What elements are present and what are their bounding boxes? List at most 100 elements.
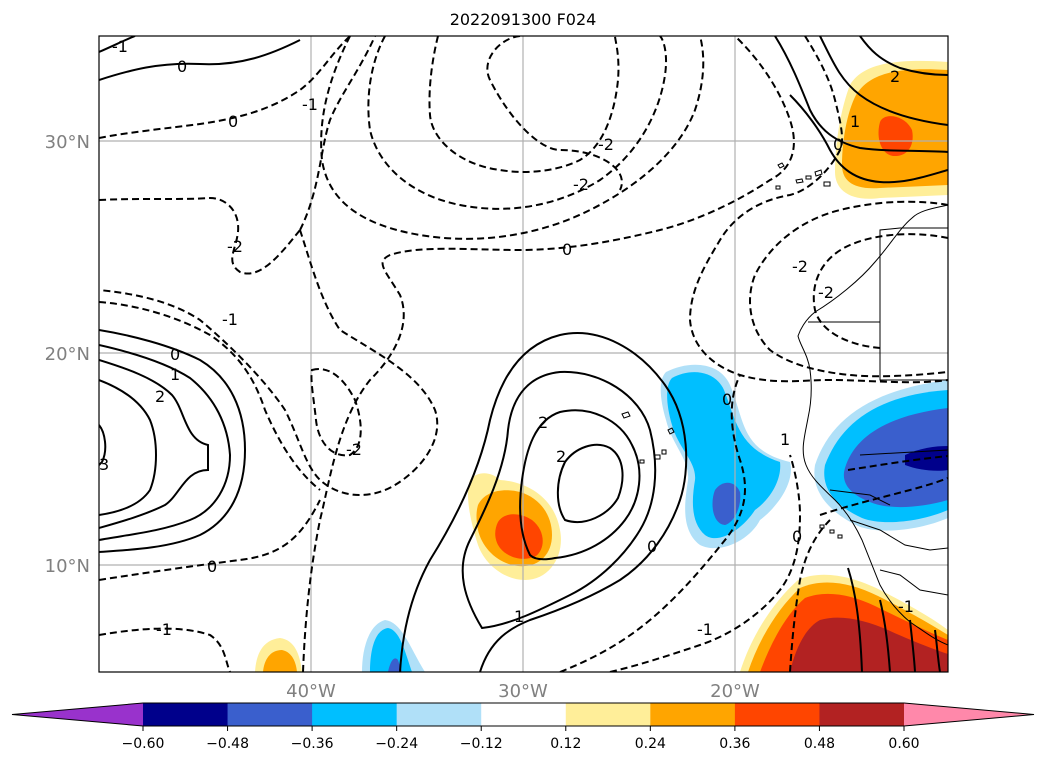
colorbar-tick-label: −0.60	[122, 736, 165, 752]
contour-0-central	[99, 229, 439, 496]
contour-0-long	[99, 499, 321, 581]
contour-0-ring	[559, 374, 746, 672]
clabel-29: -1	[898, 597, 914, 616]
colorbar-segment	[565, 703, 651, 726]
contour-neg1-south-mid	[609, 454, 802, 672]
colorbar-tick-label: −0.12	[460, 736, 503, 752]
colorbar-segment	[227, 703, 313, 726]
shading-layer	[255, 60, 948, 672]
border-western-sahara	[808, 227, 901, 323]
shade-negative-east-light	[667, 372, 781, 539]
shade-positive-central-core	[495, 514, 543, 559]
colorbar-extend-min	[12, 703, 143, 726]
clabel-22: -1	[156, 620, 172, 639]
clabel-8: 0	[562, 240, 572, 259]
contour-se-2	[879, 599, 891, 672]
contour-neg2-right	[749, 200, 948, 378]
shade-negative-east-core	[712, 482, 741, 525]
contour-pos1-outer	[399, 332, 688, 672]
lat-tick-labels: 30°N 20°N 10°N	[45, 132, 90, 577]
contour-neg1-nw	[99, 36, 136, 53]
shade-negative-coast-mid	[843, 408, 948, 508]
shade-positive-south-core	[263, 650, 297, 672]
contour-left-2	[99, 359, 209, 529]
colorbar-segment	[143, 703, 229, 726]
lon-label-20w: 20°W	[710, 681, 760, 702]
lon-label-40w: 40°W	[286, 681, 336, 702]
clabel-13: 1	[170, 365, 180, 384]
colorbar-tick-label: 0.60	[888, 736, 919, 752]
contour-0-north	[486, 36, 623, 191]
contour-left-0	[99, 329, 247, 553]
colorbar-segment	[481, 703, 567, 726]
contour-ne-3	[859, 36, 948, 76]
clabel-17: 2	[538, 413, 548, 432]
clabel-26: 1	[514, 607, 524, 626]
colorbar-tick-label: 0.36	[719, 736, 750, 752]
clabel-4: -1	[302, 95, 318, 114]
gridlines	[99, 36, 948, 672]
coastline-africa	[797, 204, 948, 646]
contour-neg1-nw-dash	[99, 196, 301, 275]
contour-ne-1	[774, 36, 948, 153]
shade-positive-se-core	[790, 617, 948, 672]
bissagos-islands	[819, 524, 843, 539]
clabel-15: 3	[99, 455, 109, 474]
contour-0-nw-dash	[99, 36, 351, 139]
colorbar-tick-label: −0.36	[291, 736, 334, 752]
shade-positive-ne-core	[878, 116, 913, 157]
lat-label-20: 20°N	[45, 344, 90, 365]
contour-neg2-north-a	[428, 36, 620, 173]
lat-label-10: 10°N	[45, 556, 90, 577]
clabel-12: 0	[170, 345, 180, 364]
plot-frame	[98, 35, 949, 673]
contour-pos2	[519, 409, 641, 561]
clabel-21: 0	[207, 557, 217, 576]
border-senegal	[829, 489, 891, 506]
clabel-11: -1	[222, 310, 238, 329]
colorbar-segment	[312, 703, 398, 726]
clabel-27: 0	[833, 135, 843, 154]
canary-islands	[775, 162, 831, 190]
clabel-20: 1	[780, 430, 790, 449]
colorbar-tick-label: 0.24	[635, 736, 666, 752]
chart-title: 2022091300 F024	[450, 10, 597, 29]
contour-neg2-north-b	[367, 36, 668, 210]
colorbar: −0.60 −0.48 −0.36 −0.24 −0.12 0.12 0.24 0.36 0.4…	[11, 702, 1035, 752]
contour-0-lower	[302, 36, 795, 672]
clabel-25: 0	[792, 527, 802, 546]
clabel-1: -1	[112, 37, 128, 56]
border-guinea	[849, 519, 948, 551]
contour-ne-2	[819, 36, 948, 126]
clabel-6: -2	[573, 175, 589, 194]
colorbar-tick-label: −0.24	[375, 736, 418, 752]
clabel-30: 2	[890, 67, 900, 86]
colorbar-tick-label: 0.48	[804, 736, 835, 752]
clabel-10: -2	[818, 283, 834, 302]
clabel-24: -1	[697, 620, 713, 639]
contour-ne-0	[789, 94, 948, 184]
contour-neg1-right	[688, 36, 948, 384]
contour-pos1-inner	[461, 370, 657, 630]
lon-tick-labels: 40°W 30°W 20°W	[286, 681, 760, 702]
contour-neg2-right-inner	[812, 233, 948, 349]
clabel-7: -2	[227, 237, 243, 256]
contour-coast-neg	[819, 477, 948, 516]
clabel-23: 0	[647, 537, 657, 556]
clabel-14: 2	[155, 387, 165, 406]
colorbar-segment	[650, 703, 736, 726]
contour-pos3	[556, 443, 624, 524]
contour-left-1	[99, 344, 232, 541]
colorbar-segment	[819, 703, 905, 726]
colorbar-tick-label: 0.12	[550, 736, 581, 752]
colorbar-extend-max	[904, 703, 1034, 726]
clabel-18: 2	[556, 447, 566, 466]
contour-se-1	[847, 567, 863, 672]
lat-label-30: 30°N	[45, 132, 90, 153]
shade-negative-south-core	[388, 658, 402, 672]
contour-lines	[99, 36, 948, 672]
contour-se-3	[909, 619, 916, 672]
cape-verde-islands	[621, 411, 675, 464]
clabel-9: -2	[792, 257, 808, 276]
